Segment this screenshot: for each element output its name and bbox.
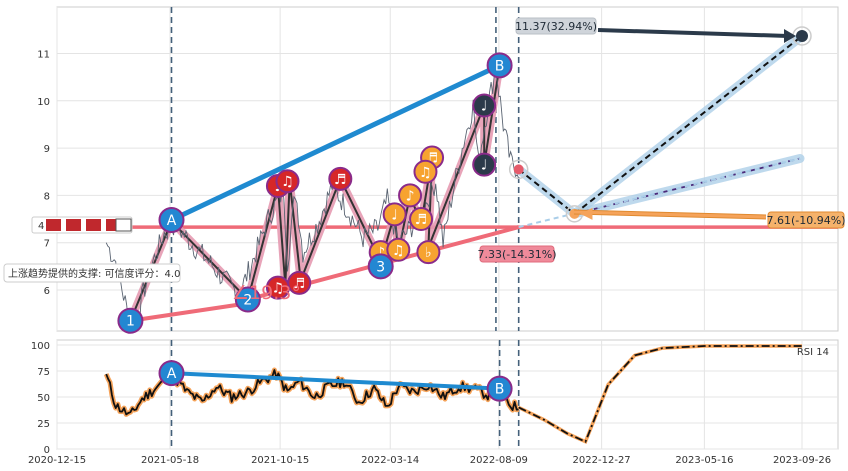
note-marker-glyph: ♬	[334, 172, 347, 188]
price-y-tick-label: 7	[44, 239, 50, 250]
rsi-legend-label: RSI 14	[797, 347, 829, 358]
x-tick-label: 2020-12-15	[28, 455, 86, 466]
note-marker-glyph: ♫	[392, 243, 405, 259]
x-tick-label: 2021-10-15	[251, 455, 309, 466]
note-marker-glyph: ♩	[481, 99, 488, 115]
left-label-square	[115, 218, 132, 232]
x-tick-label: 2023-09-26	[773, 455, 831, 466]
low-forecast-badge-box	[767, 211, 845, 229]
left-label-prefix: 4	[38, 221, 44, 232]
forecast-line-mid	[574, 157, 801, 215]
high-forecast-badge-box	[515, 17, 597, 35]
note-marker-glyph: ♪	[406, 188, 415, 204]
note-marker-circle	[287, 270, 312, 295]
price-y-tick-label: 8	[44, 191, 50, 202]
forecast-line-down	[518, 168, 576, 215]
rsi-y-tick-label: 75	[37, 367, 50, 378]
x-axis: 2020-12-15 2021-05-18 2021-10-15 2022-03-14…	[28, 455, 831, 466]
high-arrow-line	[597, 28, 789, 38]
current-price-ring	[508, 159, 529, 180]
left-label-square	[46, 219, 61, 231]
note-marker-circle	[472, 152, 497, 177]
rsi-y-tick-label: 25	[37, 419, 50, 430]
x-tick-label: 2022-08-09	[470, 455, 528, 466]
pattern-point-circle	[234, 286, 261, 313]
rsi-pattern-point-circle	[486, 375, 513, 402]
x-tick-label: 2023-05-16	[675, 455, 733, 466]
rsi-pattern-point-label: A	[167, 366, 177, 382]
note-marker-circle	[416, 240, 441, 265]
low-arrow-head	[580, 207, 593, 220]
upper-trendline	[170, 63, 501, 223]
forecast-support-extension	[518, 157, 801, 229]
left-label-square	[66, 219, 81, 231]
note-marker-circle	[413, 159, 438, 184]
rsi-panel: A B RSI 14	[103, 340, 829, 449]
pattern-point-circle	[158, 206, 185, 233]
pattern-point-label: 2	[243, 292, 252, 308]
support-angle-label: ∠19.3°	[232, 282, 301, 304]
note-marker-circle	[275, 169, 300, 194]
support-note-text: 上涨趋势提供的支撑: 可信度评分：4.0	[8, 267, 180, 280]
rsi-pattern-point-circle	[158, 360, 185, 387]
pattern-point-label: 3	[376, 259, 385, 275]
price-y-tick-label: 11	[37, 50, 50, 61]
pattern-line	[129, 65, 501, 322]
rsi-trendline	[171, 371, 500, 391]
note-marker-circle	[409, 207, 434, 232]
note-marker-glyph: ♬	[293, 276, 306, 292]
pattern-point-label: 1	[126, 314, 135, 330]
note-marker-circle	[472, 93, 497, 118]
note-marker-glyph: ♪	[376, 245, 385, 261]
x-tick-label: 2021-05-18	[141, 455, 199, 466]
note-marker-circle	[328, 166, 353, 191]
left-label-square	[86, 219, 101, 231]
low-arrow-line	[573, 210, 767, 219]
note-marker-glyph: ♩	[391, 207, 398, 223]
pattern-point-circle	[486, 52, 513, 79]
pattern-point-label: A	[167, 213, 177, 229]
support-forecast-badge-box	[479, 245, 555, 263]
price-frame	[56, 6, 839, 332]
forecast-high-dot	[796, 29, 808, 42]
rsi-y-tick-label: 0	[44, 445, 50, 456]
support-note-box	[3, 263, 181, 283]
high-forecast-badge-text: 11.37(32.94%)	[515, 20, 597, 33]
pattern-point-circle	[117, 307, 144, 334]
price-y-tick-label: 6	[44, 286, 50, 297]
support-base-line	[130, 301, 249, 323]
rsi-y-tick-label: 100	[31, 341, 50, 352]
note-marker-glyph: ♫	[281, 174, 294, 190]
rsi-pattern-point-label: B	[495, 382, 505, 398]
pattern-point-label: B	[495, 58, 505, 74]
note-marker-glyph: ♭	[425, 245, 432, 261]
price-panel: ♩♫♫♬♬♩♪♬♫♬♪♫♭♩♩1A23B∠19.3°11.37(32.94%)7…	[3, 7, 846, 334]
x-tick-label: 2022-12-27	[573, 455, 631, 466]
rsi-forecast-line	[518, 345, 802, 443]
support-forecast-badge-text: 7.33(-14.31%)	[478, 248, 557, 261]
note-marker-circle	[398, 183, 423, 208]
note-marker-glyph: ♫	[272, 281, 285, 297]
note-marker-circle	[382, 202, 407, 227]
rsi-y-tick-label: 50	[37, 393, 50, 404]
price-y-tick-label: 10	[37, 97, 50, 108]
note-marker-glyph: ♬	[415, 212, 428, 228]
note-marker-circle	[386, 237, 411, 262]
note-marker-glyph: ♫	[419, 165, 432, 181]
x-tick-label: 2022-03-14	[361, 455, 419, 466]
forecast-line-up	[573, 35, 803, 215]
current-price-dot	[513, 164, 524, 175]
note-marker-glyph: ♩	[481, 158, 488, 174]
high-arrow-head	[784, 28, 796, 43]
pattern-point-circle	[367, 253, 394, 280]
price-y-tick-label: 9	[44, 144, 50, 155]
low-forecast-badge-text: 7.61(-10.94%)	[767, 214, 846, 227]
